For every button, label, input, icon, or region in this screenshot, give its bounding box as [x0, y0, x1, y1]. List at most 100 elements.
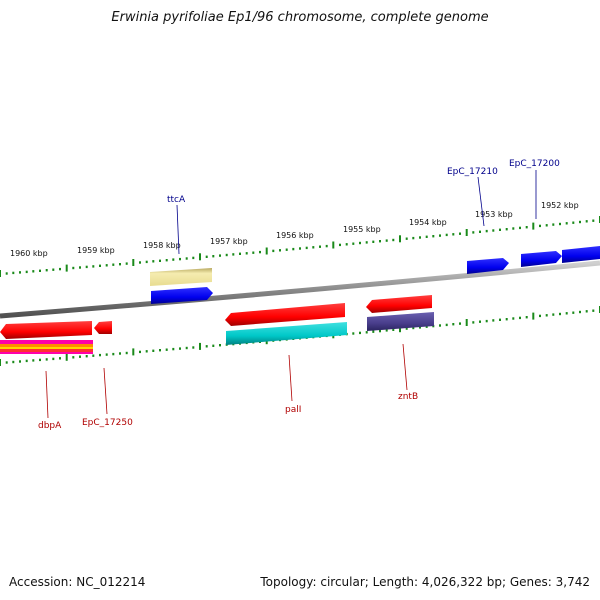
inner-minor-tick	[172, 347, 175, 351]
feature-blue-arrow-1[interactable]	[467, 258, 509, 274]
gene-label-epc-17210[interactable]: EpC_17210	[447, 167, 498, 177]
gene-label-dbpa[interactable]: dbpA	[38, 421, 62, 431]
ruler-label-1958: 1958 kbp	[143, 241, 181, 250]
ttca-leader	[176, 204, 180, 255]
inner-minor-tick	[359, 331, 361, 335]
outer-minor-tick	[345, 243, 348, 246]
outer-tick-row	[0, 216, 600, 277]
inner-minor-tick	[365, 331, 368, 334]
gene-label-epc-17250[interactable]: EpC_17250	[82, 418, 133, 428]
inner-minor-tick	[392, 328, 395, 331]
outer-major-tick	[532, 222, 535, 230]
inner-minor-tick	[179, 347, 181, 350]
outer-minor-tick	[279, 249, 281, 252]
outer-minor-tick	[339, 243, 341, 247]
feature-dbpa-stripe-yellow	[0, 347, 93, 349]
inner-minor-tick	[39, 358, 41, 362]
feature-epc-17200-arrow[interactable]	[521, 251, 562, 267]
outer-minor-tick	[365, 241, 368, 244]
feature-cyan-region[interactable]	[226, 322, 347, 345]
feature-red-arrow-left[interactable]	[0, 321, 92, 339]
outer-minor-tick	[565, 222, 568, 225]
inner-minor-tick	[159, 349, 161, 352]
ruler-label-1959: 1959 kbp	[77, 246, 115, 255]
map-title: Erwinia pyrifoliae Ep1/96 chromosome, co…	[111, 10, 489, 25]
outer-minor-tick	[59, 267, 61, 271]
outer-minor-tick	[579, 220, 581, 224]
outer-minor-tick	[39, 269, 41, 272]
inner-minor-tick	[432, 324, 435, 328]
feature-pali-arrow[interactable]	[225, 303, 345, 326]
inner-minor-tick	[545, 314, 548, 317]
inner-major-tick	[532, 312, 535, 320]
outer-major-tick	[399, 235, 401, 243]
inner-minor-tick	[25, 359, 28, 363]
gene-label-epc-17200[interactable]: EpC_17200	[509, 159, 560, 169]
epc-17210-leader	[477, 176, 485, 227]
outer-minor-tick	[559, 222, 561, 226]
outer-major-tick	[132, 259, 135, 266]
outer-minor-tick	[419, 236, 421, 239]
outer-minor-tick	[392, 238, 395, 242]
inner-minor-tick	[119, 352, 121, 355]
outer-minor-tick	[499, 228, 501, 231]
epc-17250-leader	[103, 367, 108, 415]
feature-ttca-arrow[interactable]	[151, 287, 213, 304]
chromosome-backbone	[0, 260, 600, 319]
gene-label-ttca[interactable]: ttcA	[167, 195, 186, 205]
zntb-leader	[402, 343, 408, 391]
inner-minor-tick	[512, 317, 515, 320]
outer-minor-tick	[192, 256, 195, 260]
feature-epc-17250-arrow[interactable]	[94, 321, 112, 334]
gene-label-zntb[interactable]: zntB	[398, 392, 418, 402]
inner-minor-tick	[585, 310, 588, 313]
ruler-label-1956: 1956 kbp	[276, 231, 314, 240]
inner-minor-tick	[5, 361, 8, 364]
inner-minor-tick	[79, 355, 81, 358]
gene-label-pali[interactable]: palI	[285, 405, 301, 415]
inner-minor-tick	[192, 346, 195, 349]
outer-minor-tick	[505, 228, 508, 231]
inner-minor-tick	[125, 351, 128, 355]
inner-major-tick	[65, 353, 68, 361]
outer-minor-tick	[432, 235, 435, 238]
outer-major-tick	[465, 229, 468, 236]
feature-slate-region[interactable]	[367, 312, 434, 331]
inner-minor-tick	[139, 350, 141, 354]
outer-minor-tick	[119, 263, 121, 266]
inner-minor-tick	[552, 313, 555, 316]
feature-khaki-ttca-region[interactable]	[150, 268, 212, 286]
inner-minor-tick	[472, 321, 475, 324]
outer-minor-tick	[412, 236, 415, 240]
outer-minor-tick	[185, 257, 188, 260]
outer-minor-tick	[245, 252, 248, 255]
inner-minor-tick	[212, 344, 215, 347]
feature-blue-arrow-3[interactable]	[562, 246, 600, 263]
outer-minor-tick	[545, 224, 548, 227]
inner-minor-tick	[185, 346, 188, 350]
inner-major-tick	[399, 325, 401, 333]
outer-minor-tick	[112, 263, 115, 266]
outer-minor-tick	[405, 237, 408, 240]
inner-minor-tick	[19, 360, 21, 363]
outer-minor-tick	[145, 260, 148, 264]
outer-minor-tick	[32, 270, 35, 273]
inner-minor-tick	[32, 359, 35, 362]
outer-major-tick	[332, 241, 335, 249]
feature-dbpa-stripe-red	[0, 349, 93, 352]
outer-minor-tick	[85, 265, 88, 269]
outer-minor-tick	[425, 235, 428, 238]
outer-minor-tick	[385, 239, 388, 242]
outer-minor-tick	[479, 230, 481, 233]
outer-minor-tick	[212, 255, 215, 258]
inner-minor-tick	[439, 324, 441, 327]
feature-zntb-arrow[interactable]	[366, 295, 432, 313]
inner-minor-tick	[405, 327, 408, 330]
outer-minor-tick	[152, 260, 155, 263]
outer-minor-tick	[225, 253, 228, 257]
inner-minor-tick	[59, 357, 61, 360]
outer-minor-tick	[305, 246, 308, 250]
inner-minor-tick	[385, 329, 388, 332]
outer-major-tick	[0, 270, 1, 277]
